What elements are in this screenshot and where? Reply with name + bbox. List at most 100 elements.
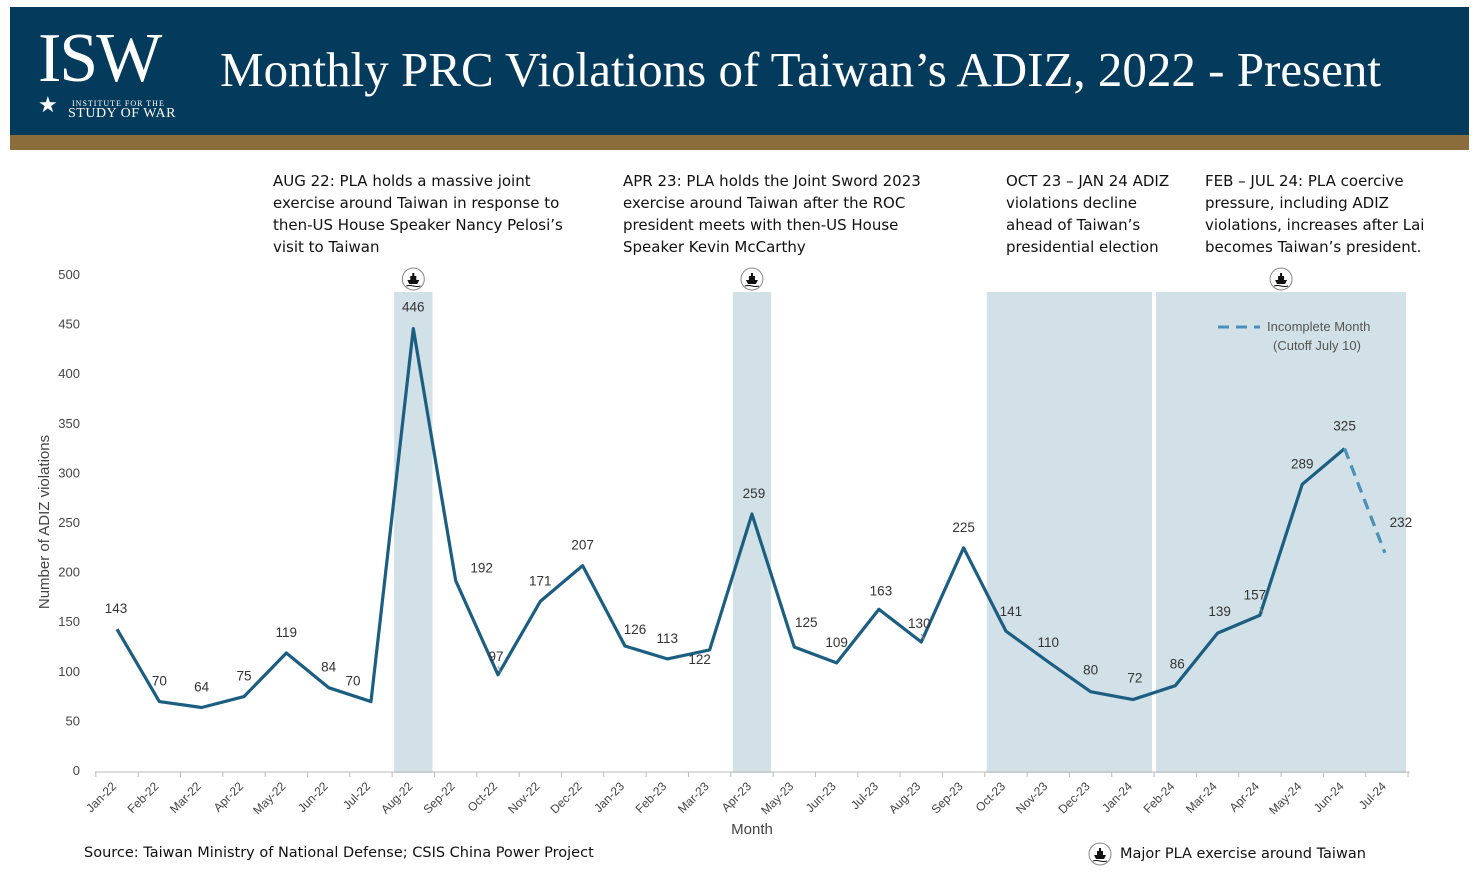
data-label: 130 bbox=[908, 616, 931, 631]
y-tick-label: 250 bbox=[58, 515, 80, 530]
x-tick-label: May-23 bbox=[758, 779, 796, 817]
data-label: 126 bbox=[624, 622, 647, 637]
data-label: 289 bbox=[1291, 456, 1314, 471]
x-tick-label: Jun-22 bbox=[295, 779, 331, 815]
x-tick-label: Aug-23 bbox=[886, 779, 923, 816]
logo-subtitle-line2: STUDY OF WAR bbox=[68, 106, 176, 121]
x-tick-label: Nov-23 bbox=[1013, 779, 1050, 816]
y-tick-label: 400 bbox=[58, 366, 80, 381]
data-label: 192 bbox=[470, 561, 493, 576]
x-tick-label: Jun-24 bbox=[1311, 779, 1347, 815]
header-accent-bar bbox=[10, 135, 1469, 150]
data-label-leader bbox=[920, 633, 925, 641]
x-tick-label: Feb-23 bbox=[633, 779, 670, 816]
x-axis-title: Month bbox=[731, 821, 773, 838]
logo-text: ISW bbox=[38, 20, 162, 97]
isw-logo: ISW ★ INSTITUTE FOR THE STUDY OF WAR bbox=[28, 24, 208, 124]
shaded-period-0 bbox=[394, 292, 433, 773]
data-label: 75 bbox=[236, 669, 251, 684]
x-tick-label: Mar-23 bbox=[675, 779, 712, 816]
y-tick-label: 150 bbox=[58, 614, 80, 629]
data-label: 122 bbox=[688, 652, 711, 667]
data-label: 325 bbox=[1333, 419, 1356, 434]
x-tick-label: Dec-22 bbox=[547, 779, 584, 816]
x-tick-label: May-24 bbox=[1266, 779, 1304, 817]
source-note: Source: Taiwan Ministry of National Defe… bbox=[84, 845, 594, 861]
x-tick-label: Jun-23 bbox=[803, 779, 839, 815]
series-line bbox=[115, 326, 1346, 710]
header-banner bbox=[10, 7, 1469, 135]
y-tick-label: 50 bbox=[66, 713, 80, 728]
y-tick-label: 0 bbox=[73, 763, 80, 778]
data-label: 141 bbox=[1000, 604, 1023, 619]
data-label: 157 bbox=[1244, 587, 1267, 602]
y-tick-label: 100 bbox=[58, 664, 80, 679]
data-label: 207 bbox=[571, 538, 594, 553]
data-label: 225 bbox=[952, 520, 975, 535]
x-tick-label: Apr-22 bbox=[211, 779, 247, 815]
logo-subtitle-line1: INSTITUTE FOR THE bbox=[72, 99, 165, 108]
y-tick-label: 350 bbox=[58, 416, 80, 431]
shaded-period-3 bbox=[1156, 292, 1407, 773]
ship-icon bbox=[1088, 842, 1112, 866]
data-label: 232 bbox=[1390, 515, 1413, 530]
y-tick-label: 300 bbox=[58, 465, 80, 480]
data-label: 143 bbox=[105, 601, 128, 616]
data-label: 80 bbox=[1083, 663, 1098, 678]
annotation-apr23: APR 23: PLA holds the Joint Sword 2023 e… bbox=[623, 172, 921, 256]
x-tick-label: Nov-22 bbox=[505, 779, 542, 816]
x-tick-label: Mar-24 bbox=[1183, 779, 1220, 816]
data-label: 125 bbox=[795, 615, 818, 630]
data-label: 119 bbox=[276, 625, 298, 640]
annotation-aug22: AUG 22: PLA holds a massive joint exerci… bbox=[273, 172, 563, 256]
x-tick-label: May-22 bbox=[250, 779, 288, 817]
x-tick-label: Apr-23 bbox=[719, 779, 755, 815]
star-icon: ★ bbox=[38, 92, 58, 117]
annotation-feb-jul24: FEB – JUL 24: PLA coercive pressure, inc… bbox=[1205, 172, 1425, 256]
shaded-period-1 bbox=[732, 292, 772, 773]
legend-label-line2: (Cutoff July 10) bbox=[1273, 338, 1361, 353]
data-label: 86 bbox=[1170, 657, 1185, 672]
x-tick-label: Oct-23 bbox=[973, 779, 1009, 815]
exercise-legend: Major PLA exercise around Taiwan bbox=[1088, 842, 1366, 866]
data-label: 139 bbox=[1208, 604, 1231, 619]
data-label: 171 bbox=[529, 573, 552, 588]
x-tick-label: Aug-22 bbox=[378, 779, 415, 816]
data-label: 163 bbox=[870, 583, 893, 598]
x-tick-label: Feb-22 bbox=[125, 779, 162, 816]
x-tick-label: Jan-23 bbox=[591, 779, 627, 815]
data-label: 72 bbox=[1127, 671, 1142, 686]
x-tick-label: Feb-24 bbox=[1141, 779, 1178, 816]
data-label-leader bbox=[497, 665, 502, 673]
x-tick-label: Jul-22 bbox=[340, 779, 373, 812]
data-label: 110 bbox=[1037, 635, 1059, 650]
page-title: Monthly PRC Violations of Taiwan’s ADIZ,… bbox=[220, 42, 1381, 97]
y-axis-title: Number of ADIZ violations bbox=[36, 435, 53, 609]
data-label: 109 bbox=[825, 635, 848, 650]
data-label: 259 bbox=[743, 486, 766, 501]
y-tick-label: 200 bbox=[58, 565, 80, 580]
x-tick-label: Apr-24 bbox=[1227, 779, 1263, 815]
legend-label-line1: Incomplete Month bbox=[1267, 319, 1370, 334]
ship-icon bbox=[740, 267, 764, 291]
x-tick-label: Jan-24 bbox=[1099, 779, 1135, 815]
data-label: 446 bbox=[402, 300, 425, 315]
data-label-leader bbox=[1259, 607, 1264, 614]
annotation-oct23-jan24: OCT 23 – JAN 24 ADIZ violations decline … bbox=[1006, 172, 1170, 256]
shaded-period-2 bbox=[986, 292, 1153, 773]
y-tick-label: 450 bbox=[58, 317, 80, 332]
x-tick-label: Oct-22 bbox=[465, 779, 501, 815]
data-label: 84 bbox=[321, 660, 337, 675]
x-tick-label: Sep-22 bbox=[420, 779, 457, 816]
x-tick-label: Jul-24 bbox=[1356, 779, 1389, 812]
x-tick-label: Dec-23 bbox=[1055, 779, 1092, 816]
data-label: 70 bbox=[152, 674, 167, 689]
data-label: 70 bbox=[345, 674, 360, 689]
ship-icon bbox=[401, 267, 425, 291]
data-label: 64 bbox=[194, 680, 210, 695]
x-tick-label: Mar-22 bbox=[167, 779, 204, 816]
y-tick-label: 500 bbox=[58, 267, 80, 282]
x-tick-label: Sep-23 bbox=[928, 779, 965, 816]
x-tick-label: Jan-22 bbox=[83, 779, 119, 815]
